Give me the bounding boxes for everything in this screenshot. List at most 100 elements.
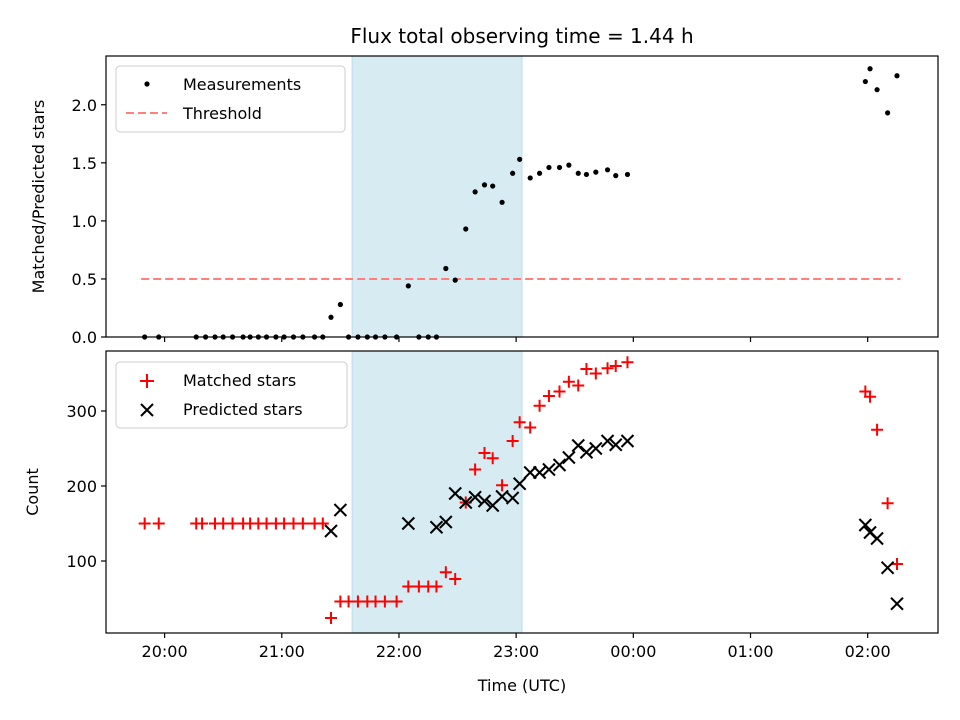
ratio-x-axis: [163, 337, 869, 342]
legend-threshold-label: Threshold: [182, 104, 262, 123]
x-tick-label: 02:00: [845, 642, 891, 661]
measurement-point: [613, 172, 619, 179]
predicted-star-point: [439, 515, 453, 529]
measurement-point: [490, 183, 496, 189]
y-tick-label: 300: [66, 402, 97, 421]
legend-predicted-marker: [140, 403, 154, 417]
matched-star-point: [562, 375, 575, 388]
matched-star-point: [572, 379, 585, 392]
ratio-legend-box: [115, 65, 346, 133]
measurement-point: [874, 87, 880, 93]
legend-predicted-label: Predicted stars: [183, 400, 303, 419]
measurement-point: [499, 199, 505, 205]
matched-star-point: [469, 463, 482, 476]
matched-star-point: [324, 612, 337, 624]
matched-star-point: [226, 517, 239, 530]
measurement-point: [337, 301, 343, 308]
matched-star-point: [881, 497, 894, 510]
matched-star-point: [316, 517, 329, 530]
ratio-panel: 0.00.51.01.52.0 Matched/Predicted stars …: [29, 55, 939, 347]
matched-star-point: [609, 360, 622, 372]
matched-star-point: [871, 423, 884, 436]
x-tick-label: 22:00: [376, 642, 422, 661]
matched-star-point: [296, 517, 309, 530]
predicted-star-point: [600, 434, 615, 448]
y-tick-label: 1.0: [72, 212, 97, 231]
legend-matched-marker: [140, 374, 154, 388]
matched-star-point: [402, 580, 415, 593]
count-legend-box: [115, 361, 348, 429]
predicted-star-point: [333, 503, 348, 517]
measurement-point: [517, 156, 523, 162]
ratio-legend: Measurements Threshold: [115, 65, 346, 133]
chart-title: Flux total observing time = 1.44 h: [350, 24, 693, 48]
ratio-plot-frame: [105, 55, 939, 338]
predicted-star-point: [429, 520, 444, 534]
count-y-axis: 100 200 300: [66, 402, 106, 571]
measurement-point: [885, 110, 891, 116]
predicted-star-point: [620, 434, 635, 448]
measurement-point: [463, 226, 469, 232]
ratio-y-axis: 0.0 0.5 1.0 1.5 2.0: [72, 96, 106, 347]
y-tick-label: 1.5: [72, 154, 97, 173]
predicted-star-point: [477, 494, 492, 508]
matched-star-point: [542, 390, 555, 402]
measurement-point: [624, 171, 631, 178]
y-tick-label: 200: [66, 477, 97, 496]
predicted-star-point: [468, 490, 482, 504]
predicted-star-point: [324, 524, 338, 538]
y-tick-label: 2.0: [72, 96, 97, 115]
x-tick-label: 20:00: [142, 642, 188, 661]
predicted-star-point: [552, 458, 567, 472]
measurement-point: [566, 162, 572, 168]
predicted-star-point: [512, 477, 527, 491]
measurement-point: [593, 169, 599, 175]
measurement-point: [452, 277, 458, 283]
count-y-axis-label: Count: [23, 468, 42, 516]
matched-star-point: [152, 517, 165, 530]
x-tick-label: 21:00: [259, 642, 305, 661]
measurement-point: [583, 171, 590, 178]
y-tick-label: 100: [66, 552, 97, 571]
measurement-point: [575, 170, 581, 176]
matched-star-point: [524, 421, 537, 434]
measurement-point: [556, 164, 563, 171]
predicted-star-point: [858, 518, 873, 532]
measurement-point: [510, 170, 516, 176]
count-legend: Matched stars Predicted stars: [115, 361, 348, 429]
matched-star-point: [621, 356, 634, 369]
predicted-star-point: [505, 491, 520, 505]
matched-star-point: [390, 595, 403, 608]
predicted-star-point: [401, 516, 416, 531]
measurement-point: [604, 167, 611, 173]
matched-star-point: [601, 362, 614, 375]
y-tick-label: 0.0: [72, 328, 97, 347]
x-tick-label: 00:00: [610, 642, 656, 661]
predicted-star-point: [542, 462, 556, 477]
legend-measurements-marker: [144, 81, 150, 87]
matched-star-point: [553, 385, 566, 398]
predicted-star-point: [448, 486, 462, 501]
predicted-star-point: [562, 450, 576, 465]
matched-star-point: [430, 580, 443, 593]
legend-matched-label: Matched stars: [183, 371, 296, 390]
matched-star-point: [439, 566, 452, 579]
measurement-point: [472, 189, 478, 195]
x-tick-label: 01:00: [727, 642, 773, 661]
matched-star-point: [449, 573, 462, 585]
measurement-point: [481, 182, 488, 188]
matched-star-point: [138, 517, 151, 530]
count-plot-frame: [105, 350, 939, 634]
count-panel: 100 200 300 20:00 21:00 22:00 23:00 00:00 01:00…: [23, 350, 939, 695]
matched-star-point: [486, 452, 499, 465]
y-tick-label: 0.5: [72, 270, 97, 289]
predicted-star-point: [890, 597, 904, 611]
matched-star-point: [589, 367, 602, 380]
time-x-axis-label: Time (UTC): [477, 676, 566, 695]
predicted-stars-points: [324, 434, 904, 611]
measurement-point: [546, 164, 552, 171]
matched-star-point: [533, 399, 546, 412]
predicted-star-point: [880, 561, 895, 575]
predicted-star-point: [870, 531, 884, 546]
